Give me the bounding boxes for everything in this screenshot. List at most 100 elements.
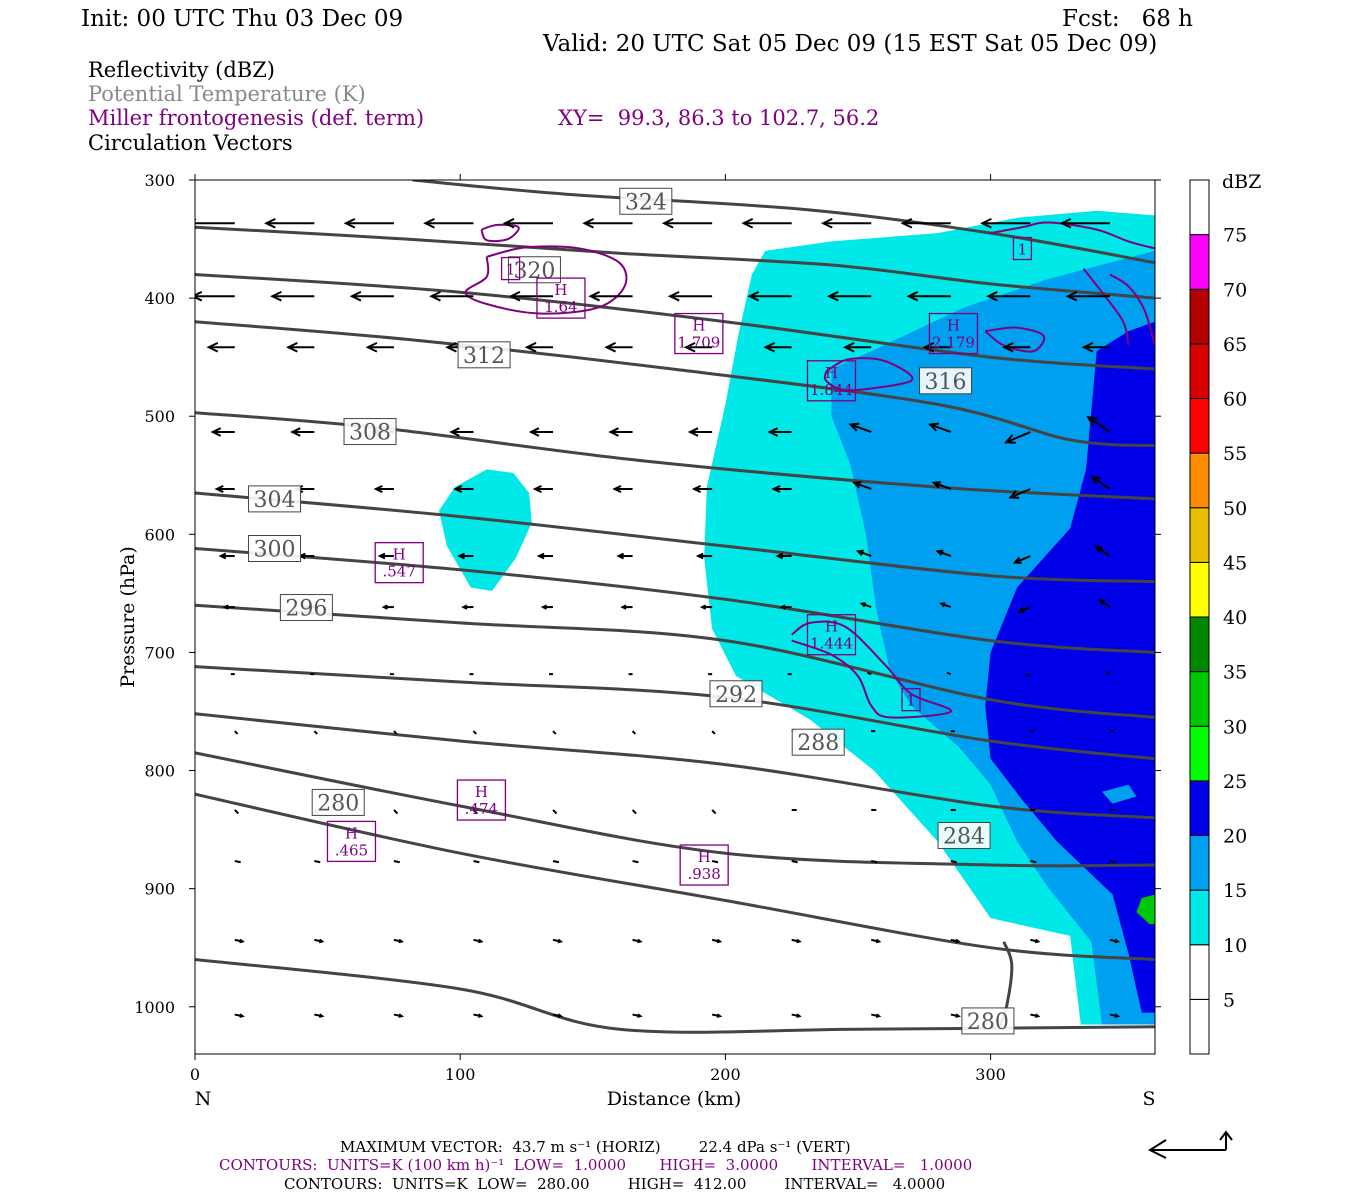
circulation-vector [691, 484, 713, 494]
vector-shaft [393, 730, 398, 735]
vector-head [931, 481, 942, 489]
circulation-vector [631, 730, 637, 735]
vector-head [222, 604, 229, 610]
colorbar-tick-label: 55 [1223, 443, 1247, 465]
circulation-vector [588, 290, 633, 302]
circulation-vector [218, 552, 235, 560]
vector-shaft [946, 671, 952, 676]
vector-head [604, 342, 617, 353]
circulation-vector [195, 217, 235, 229]
vector-head [540, 604, 548, 610]
circulation-vector [1059, 217, 1110, 229]
circulation-vector [604, 342, 633, 353]
vector-head [264, 217, 276, 229]
circulation-vector [365, 342, 394, 353]
y-tick-label: 400 [144, 289, 175, 308]
vector-head [349, 290, 362, 302]
vector-head [318, 938, 325, 944]
theta-label-box [248, 485, 302, 513]
x-axis-label: Distance (km) [607, 1088, 742, 1110]
frontogenesis-value: 2.179 [932, 334, 975, 352]
circulation-vector [632, 860, 639, 864]
vector-head [637, 938, 643, 944]
colorbar-tick-label: 75 [1223, 225, 1247, 247]
circulation-vector [234, 938, 245, 944]
y-tick-label: 1000 [134, 998, 175, 1017]
circulation-vector [1002, 342, 1031, 353]
circulation-vector [393, 730, 398, 735]
vector-head [939, 602, 946, 608]
circulation-vector [264, 217, 315, 229]
colorbar-tick-label: 20 [1223, 826, 1247, 848]
circulation-vector [791, 860, 798, 864]
frontogenesis-value: .547 [382, 563, 415, 581]
theta-contour-312-3 [195, 320, 1155, 448]
vector-shaft [393, 860, 400, 864]
vector-head [875, 1013, 882, 1018]
x-tick-label: 200 [710, 1065, 741, 1084]
circulation-vector [1030, 938, 1041, 944]
colorbar-segment [1189, 452, 1210, 509]
vector-head [461, 604, 468, 610]
north-label: N [195, 1088, 212, 1110]
circulation-vector [1090, 475, 1111, 490]
circulation-vector [826, 290, 872, 302]
circulation-vector [270, 290, 315, 302]
vector-head [457, 552, 465, 560]
vector-head [906, 290, 919, 302]
vector-head [214, 484, 224, 494]
circulation-vector [473, 938, 484, 944]
legend-vectors: Circulation Vectors [88, 131, 293, 155]
vector-head [747, 290, 760, 302]
colorbar-segment [1189, 671, 1210, 727]
circulation-vector [935, 549, 952, 557]
circulation-vector [1098, 599, 1111, 608]
theta-label-box [248, 534, 302, 562]
vector-head [557, 1013, 564, 1018]
circulation-vector [234, 860, 241, 864]
vector-head [423, 217, 435, 229]
frontogenesis-label: H [692, 317, 705, 335]
vector-head [716, 938, 723, 944]
circulation-vector [381, 604, 394, 610]
circulation-vector [741, 217, 792, 229]
vector-shaft [1087, 416, 1111, 433]
circulation-vector [473, 860, 480, 864]
circulation-vector [1017, 606, 1031, 614]
vector-head [477, 938, 484, 944]
legend-reflectivity: Reflectivity (dBZ) [88, 58, 276, 82]
y-tick-label: 300 [144, 171, 175, 190]
refl-region-15dbz [985, 321, 1155, 1013]
frontogenesis-value: 1.709 [677, 334, 720, 352]
circulation-vector [234, 809, 240, 815]
circulation-vector [532, 484, 554, 494]
vector-head [1090, 475, 1101, 485]
circulation-vector [214, 484, 235, 494]
circulation-vector [393, 809, 399, 815]
frontogenesis-box [500, 256, 521, 281]
vector-head [927, 422, 939, 432]
vector-head [687, 427, 699, 437]
theta-label: 280 [317, 791, 359, 816]
frontogenesis-contour-3 [984, 326, 1046, 353]
vector-head [1012, 556, 1022, 564]
frontogenesis-box [1012, 236, 1033, 261]
vector-head [239, 1013, 245, 1018]
circulation-vector [775, 552, 792, 560]
theta-contour-296-7 [195, 603, 1155, 719]
vector-head [381, 604, 388, 610]
colorbar-segment [1189, 944, 1210, 1000]
y-tick-label: 600 [144, 525, 175, 544]
colorbar-segment [1189, 288, 1210, 345]
circulation-vector [791, 1013, 802, 1018]
valid-time: Valid: 20 UTC Sat 05 Dec 09 (15 EST Sat … [543, 31, 1158, 57]
circulation-vector [931, 481, 952, 490]
vector-head [608, 427, 619, 437]
vector-head [796, 938, 802, 944]
vector-head [859, 602, 866, 608]
frontogenesis-box [674, 312, 724, 355]
theta-label-box [961, 1007, 1015, 1035]
vector-head [557, 938, 564, 944]
theta-label: 292 [715, 683, 757, 708]
theta-contour-284-10 [195, 751, 1155, 868]
